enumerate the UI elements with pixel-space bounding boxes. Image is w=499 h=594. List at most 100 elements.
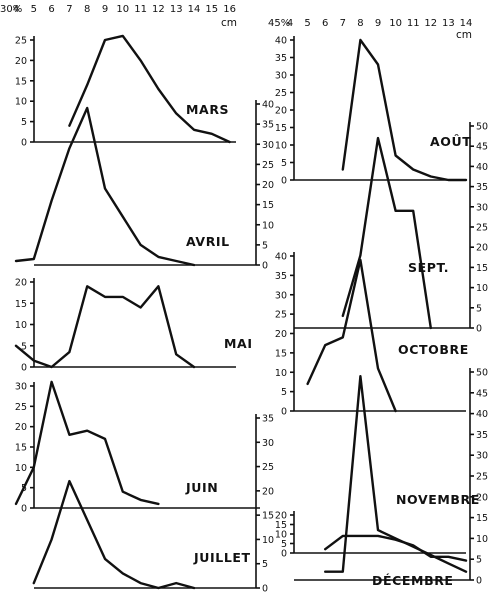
y-tick-label: 30	[15, 382, 27, 393]
y-tick-label: 30	[275, 71, 287, 82]
y-tick-label: 5	[476, 303, 482, 314]
top-axis-tick: 6	[48, 4, 54, 15]
y-tick-label: 20	[15, 422, 27, 433]
y-tick-label: 30	[262, 438, 274, 449]
y-tick-label: 15	[476, 263, 488, 274]
y-tick-label: 20	[15, 278, 27, 289]
y-tick-label: 20	[15, 56, 27, 67]
y-tick-label: 15	[15, 443, 27, 454]
series-line	[306, 258, 397, 413]
top-axis-tick: 6	[322, 18, 328, 29]
y-tick-label: 35	[476, 430, 488, 441]
y-tick-label: 40	[262, 100, 274, 111]
y-tick-label: 25	[15, 402, 27, 413]
y-tick-label: 10	[15, 97, 27, 108]
y-tick-label: 5	[262, 559, 268, 570]
y-tick-label: 25	[476, 223, 488, 234]
top-axis-tick: 5	[31, 4, 37, 15]
y-tick-label: 40	[275, 36, 287, 47]
y-tick-label: 0	[21, 138, 27, 149]
y-tick-label: 15	[275, 520, 287, 531]
y-tick-label: 40	[476, 409, 488, 420]
top-axis-right-ticks: 4 5 6 7 8 9 10 11 12 13 14	[287, 18, 473, 29]
y-tick-label: 0	[21, 363, 27, 374]
y-tick-label: 30	[262, 140, 274, 151]
top-axis-tick: 12	[152, 4, 165, 15]
top-axis-tick: 11	[134, 4, 147, 15]
top-axis-right: 45% cm 4 5 6 7 8 9 10 11 12 13 14	[268, 18, 472, 41]
y-tick-label: 15	[275, 123, 287, 134]
y-tick-label: 35	[262, 414, 274, 425]
y-tick-label: 15	[15, 299, 27, 310]
month-panel: 35 30 25 20 15 10 5 0 JUILLET	[32, 414, 274, 594]
y-tick-label: 25	[262, 462, 274, 473]
series-line	[324, 375, 468, 573]
top-axis-tick: 15	[205, 4, 218, 15]
y-tick-label: 25	[275, 88, 287, 99]
y-tick-label: 20	[476, 492, 488, 503]
series-line	[14, 106, 196, 267]
y-tick-label: 0	[476, 324, 482, 335]
y-tick-label: 45	[476, 388, 488, 399]
month-panel: 40 35 30 25 20 15 10 5 0 AOÛT	[275, 36, 471, 187]
y-tick-label: 10	[275, 530, 287, 541]
y-tick-label: 10	[476, 283, 488, 294]
y-tick-label: 25	[275, 310, 287, 321]
series-line	[68, 34, 231, 144]
y-tick-label: 15	[262, 200, 274, 211]
top-axis-tick: 7	[340, 18, 346, 29]
month-label: NOVEMBRE	[396, 492, 480, 507]
y-tick-label: 20	[262, 180, 274, 191]
y-tick-label: 20	[275, 106, 287, 117]
series-line	[324, 534, 468, 562]
y-tick-label: 0	[262, 584, 268, 594]
month-label: OCTOBRE	[398, 342, 469, 357]
y-tick-label: 10	[15, 320, 27, 331]
month-label: SEPT.	[408, 260, 449, 275]
y-tick-label: 0	[281, 549, 287, 560]
top-axis-left-ticks: 4 5 6 7 8 9 10 11 12 13 14 15 16	[13, 4, 236, 15]
y-tick-label: 5	[21, 341, 27, 352]
top-axis-tick: 14	[188, 4, 201, 15]
y-tick-label: 35	[262, 120, 274, 131]
top-axis-left: 30% cm 4 5 6 7 8 9 10 11 12 13 14 15 16	[0, 4, 237, 29]
y-tick-label: 5	[281, 539, 287, 550]
y-tick-label: 15	[15, 76, 27, 87]
top-axis-tick: 7	[66, 4, 72, 15]
top-axis-tick: 14	[460, 18, 473, 29]
top-axis-tick: 4	[13, 4, 19, 15]
top-axis-right-percent-label: 45%	[268, 18, 290, 29]
y-tick-label: 0	[476, 576, 482, 587]
top-axis-tick: 9	[375, 18, 381, 29]
month-label: DÉCEMBRE	[372, 573, 454, 588]
series-line	[341, 38, 468, 182]
y-tick-label: 5	[21, 117, 27, 128]
top-axis-tick: 8	[357, 18, 363, 29]
month-label: JUIN	[185, 480, 218, 495]
y-tick-label: 10	[275, 141, 287, 152]
top-axis-tick: 9	[102, 4, 108, 15]
y-tick-label: 5	[281, 158, 287, 169]
month-panel: 40 35 30 25 20 15 10 5 0 OCTOBRE	[275, 252, 469, 418]
top-axis-left-percent-label: 30%	[0, 4, 22, 15]
y-tick-label: 45	[476, 142, 488, 153]
y-tick-label: 25	[476, 472, 488, 483]
series-line	[32, 479, 196, 590]
month-label: AOÛT	[430, 134, 471, 149]
y-tick-label: 5	[476, 555, 482, 566]
y-tick-label: 35	[476, 182, 488, 193]
top-axis-tick: 10	[116, 4, 129, 15]
y-tick-label: 25	[15, 36, 27, 47]
y-tick-label: 35	[275, 53, 287, 64]
month-label: MAI	[224, 336, 253, 351]
top-axis-left-unit-label: cm	[221, 17, 237, 29]
y-tick-label: 15	[262, 511, 274, 522]
y-tick-label: 10	[15, 463, 27, 474]
y-tick-label: 15	[476, 513, 488, 524]
y-tick-label: 0	[262, 261, 268, 272]
top-axis-tick: 10	[389, 18, 402, 29]
top-axis-tick: 12	[424, 18, 437, 29]
